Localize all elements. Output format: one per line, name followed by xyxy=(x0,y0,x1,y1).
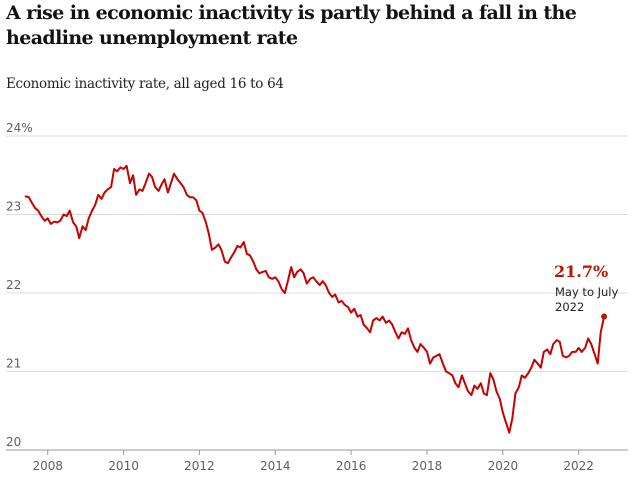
chart-subtitle: Economic inactivity rate, all aged 16 to… xyxy=(6,76,284,92)
x-axis: 2008 2010 2012 2014 2016 2018 2020 2022 xyxy=(6,449,628,473)
chart-title: A rise in economic inactivity is partly … xyxy=(6,2,577,49)
callout-value-label: 21.7% xyxy=(554,262,608,281)
x-tick-label-2010: 2010 xyxy=(108,459,139,473)
latest-value-callout: 21.7% May to July 2022 xyxy=(554,262,619,317)
series-line-0 xyxy=(24,164,606,434)
y-tick-label-23: 23 xyxy=(6,200,21,214)
x-tick-label-2012: 2012 xyxy=(184,459,215,473)
x-tick-label-2018: 2018 xyxy=(412,459,443,473)
y-tick-label-21: 21 xyxy=(6,357,21,371)
series-layer xyxy=(24,164,608,434)
callout-period-line1: May to July xyxy=(555,285,619,299)
x-tick-label-2020: 2020 xyxy=(488,459,519,473)
y-tick-label-20: 20 xyxy=(6,435,21,449)
y-axis-ticks: 20 21 22 23 24% xyxy=(6,121,33,449)
x-tick-label-2016: 2016 xyxy=(336,459,367,473)
callout-period-line2: 2022 xyxy=(555,300,584,314)
x-tick-label-2008: 2008 xyxy=(32,459,63,473)
y-tick-label-22: 22 xyxy=(6,278,21,292)
x-tick-label-2022: 2022 xyxy=(563,459,594,473)
x-tick-label-2014: 2014 xyxy=(260,459,291,473)
gridlines xyxy=(6,135,628,372)
y-tick-label-24: 24% xyxy=(6,121,33,135)
